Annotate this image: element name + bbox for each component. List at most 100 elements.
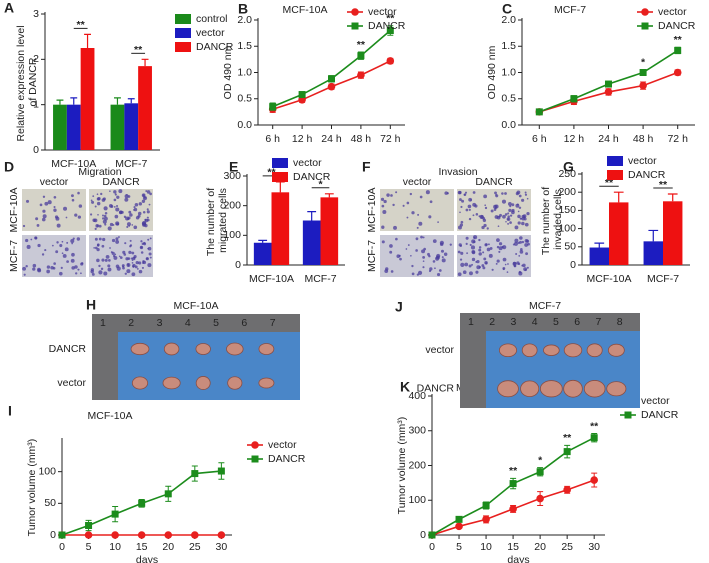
x-tick-label: 24 h	[598, 133, 619, 145]
cell	[411, 211, 415, 215]
panel-letter: G	[563, 159, 574, 175]
y-tick-label: 0	[50, 529, 56, 541]
cell	[140, 240, 143, 243]
cell	[96, 244, 100, 247]
x-tick-label: 0	[429, 541, 435, 553]
cell	[473, 236, 476, 239]
cell	[494, 191, 497, 195]
cell	[475, 270, 479, 274]
cell	[90, 269, 94, 274]
cell	[525, 239, 530, 243]
cell	[26, 244, 31, 249]
cell	[94, 205, 97, 208]
marker	[673, 68, 682, 77]
cell	[502, 257, 507, 262]
cell	[145, 257, 149, 261]
cell	[465, 236, 469, 240]
cell	[92, 195, 95, 198]
marker	[641, 8, 649, 16]
tumor	[521, 343, 538, 358]
cell	[457, 225, 462, 230]
ruler-number: 3	[157, 317, 163, 329]
cell	[101, 258, 105, 262]
cell	[460, 251, 464, 255]
cell	[523, 267, 528, 272]
cell	[472, 202, 477, 207]
y-tick-label: 0	[420, 529, 426, 541]
cell	[481, 264, 485, 267]
legend-label: vector	[368, 6, 397, 18]
cell	[469, 243, 472, 247]
cell	[103, 214, 107, 218]
marker	[111, 531, 119, 539]
micrograph	[22, 235, 86, 277]
ruler-number: 8	[617, 316, 623, 328]
x-axis-label: days	[507, 554, 529, 563]
y-tick-label: 3	[33, 8, 39, 20]
cell	[64, 247, 69, 252]
cell	[115, 207, 120, 212]
cell	[495, 194, 499, 198]
cell	[478, 238, 481, 242]
cell	[504, 263, 507, 266]
marker	[351, 8, 359, 16]
cell	[44, 249, 47, 252]
ruler-number: 6	[241, 317, 247, 329]
error-bar	[141, 58, 149, 67]
cell	[55, 250, 59, 254]
cell	[440, 249, 444, 253]
cell	[143, 242, 147, 246]
error-bar	[114, 97, 121, 105]
cell	[496, 238, 500, 242]
cell	[147, 238, 150, 241]
y-axis-label: Tumor volume (mm³)	[396, 417, 408, 515]
cell	[60, 266, 63, 269]
cell	[483, 257, 487, 261]
cell	[514, 238, 519, 243]
cell	[419, 195, 423, 199]
cell	[524, 222, 529, 227]
ruler-number: 5	[553, 316, 559, 328]
marker	[164, 490, 172, 498]
x-tick-label: 48 h	[633, 133, 654, 145]
cell	[476, 260, 480, 264]
cell	[507, 215, 510, 218]
y-tick-label: 200	[558, 186, 576, 198]
panel-title: MCF-10A	[174, 300, 219, 312]
x-tick-label: 12 h	[292, 133, 313, 145]
cell	[101, 217, 105, 220]
cell	[109, 222, 114, 227]
tumor	[195, 343, 211, 355]
cell	[464, 191, 468, 194]
cell	[78, 204, 83, 208]
marker	[58, 531, 66, 539]
row-label: MCF-10A	[366, 188, 378, 233]
cell	[102, 219, 107, 224]
tumor	[258, 377, 275, 389]
marker	[605, 80, 612, 88]
row-label: MCF-10A	[8, 188, 20, 233]
cell	[32, 267, 36, 271]
cell	[521, 221, 525, 226]
cell	[96, 248, 100, 252]
cell	[117, 236, 120, 238]
marker	[639, 69, 647, 76]
cell	[108, 259, 111, 262]
tumor	[130, 342, 150, 356]
cell	[71, 266, 75, 270]
y-tick-label: 1	[33, 98, 39, 110]
cell	[488, 253, 493, 258]
panel-title: Invasion	[438, 166, 477, 178]
cell	[110, 205, 114, 208]
cell	[148, 252, 152, 256]
row-label: MCF-7	[8, 240, 20, 272]
cell	[420, 235, 423, 239]
cell	[122, 266, 125, 270]
cell	[506, 271, 509, 273]
cell	[103, 216, 108, 221]
y-tick-label: 2.0	[237, 14, 252, 26]
chart-title: MCF-10A	[88, 410, 133, 422]
cell	[390, 194, 393, 197]
cell	[498, 250, 501, 254]
